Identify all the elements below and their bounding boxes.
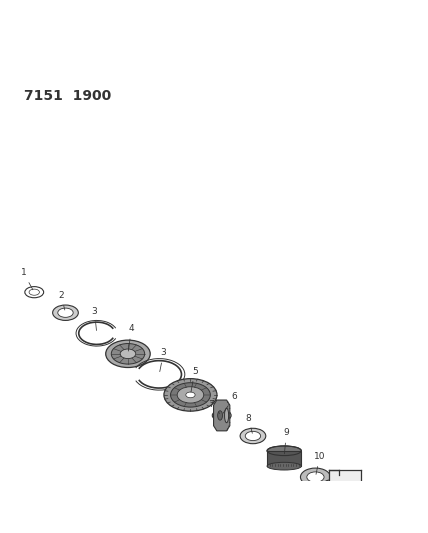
- Text: 9: 9: [283, 429, 289, 454]
- Text: 3: 3: [160, 349, 166, 372]
- Ellipse shape: [356, 488, 367, 507]
- Text: 7151  1900: 7151 1900: [24, 89, 111, 103]
- Text: 10: 10: [314, 452, 325, 474]
- Ellipse shape: [186, 392, 195, 398]
- Ellipse shape: [58, 308, 73, 317]
- Ellipse shape: [217, 411, 223, 420]
- Text: 4: 4: [128, 325, 134, 351]
- Ellipse shape: [212, 410, 231, 421]
- Ellipse shape: [352, 483, 370, 512]
- Text: 8: 8: [246, 414, 252, 433]
- Text: 6: 6: [223, 392, 238, 413]
- Ellipse shape: [120, 349, 136, 359]
- Text: 5: 5: [191, 367, 198, 392]
- Ellipse shape: [177, 387, 204, 403]
- Ellipse shape: [225, 408, 229, 423]
- Polygon shape: [329, 470, 361, 526]
- Ellipse shape: [217, 413, 226, 418]
- Text: 12: 12: [0, 532, 1, 533]
- Ellipse shape: [370, 513, 386, 523]
- Polygon shape: [267, 451, 301, 466]
- Ellipse shape: [245, 431, 261, 441]
- Ellipse shape: [111, 344, 145, 364]
- Text: 2: 2: [58, 291, 65, 310]
- Text: 1: 1: [21, 269, 33, 290]
- Text: 11: 11: [0, 532, 1, 533]
- Ellipse shape: [369, 513, 387, 524]
- Ellipse shape: [164, 378, 217, 411]
- Ellipse shape: [320, 480, 338, 508]
- Ellipse shape: [240, 429, 266, 443]
- Ellipse shape: [267, 462, 301, 470]
- Ellipse shape: [53, 305, 78, 320]
- Polygon shape: [214, 400, 230, 431]
- Ellipse shape: [365, 511, 391, 526]
- Ellipse shape: [307, 472, 324, 482]
- Ellipse shape: [300, 468, 330, 486]
- Text: 13: 13: [0, 532, 1, 533]
- Ellipse shape: [373, 515, 383, 521]
- Ellipse shape: [267, 446, 301, 456]
- Text: 3: 3: [92, 308, 98, 330]
- Text: 7: 7: [208, 400, 220, 414]
- Ellipse shape: [170, 383, 211, 407]
- Ellipse shape: [106, 340, 150, 368]
